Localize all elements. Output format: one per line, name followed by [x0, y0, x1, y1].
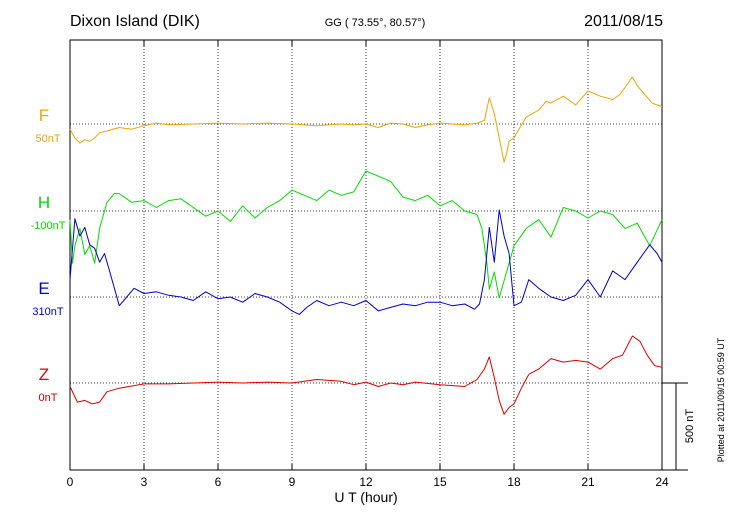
x-tick-label-18: 18 — [507, 475, 521, 489]
series-name-z: Z — [39, 365, 49, 384]
x-tick-label-9: 9 — [289, 475, 296, 489]
baseline-label-h: -100nT — [31, 220, 66, 232]
x-tick-label-6: 6 — [215, 475, 222, 489]
x-tick-label-0: 0 — [67, 475, 74, 489]
series-line-h — [69, 170, 663, 299]
series-name-e: E — [38, 279, 49, 298]
series-lines — [69, 76, 663, 415]
baseline-label-z: 0nT — [39, 392, 58, 404]
series-line-z — [69, 335, 663, 415]
scale-bar-label: 500 nT — [684, 409, 696, 444]
chart-title: Dixon Island (DIK) — [70, 13, 200, 30]
series-line-f — [69, 76, 663, 163]
series-name-h: H — [38, 193, 50, 212]
x-tick-label-24: 24 — [655, 475, 669, 489]
x-tick-label-15: 15 — [433, 475, 447, 489]
x-axis-label: U T (hour) — [334, 489, 397, 505]
x-axis-ticks: 0 3 6 9 12 15 18 21 24 — [67, 40, 669, 489]
scale-bar: 500 nT — [662, 382, 696, 471]
x-tick-label-3: 3 — [141, 475, 148, 489]
chart-subtitle: GG ( 73.55°, 80.57°) — [325, 17, 426, 29]
x-tick-label-12: 12 — [359, 475, 373, 489]
x-tick-label-21: 21 — [581, 475, 595, 489]
series-labels: F 50nT H -100nT E 310nT Z 0nT — [31, 106, 66, 404]
chart-date: 2011/08/15 — [584, 13, 663, 30]
series-name-f: F — [39, 106, 49, 125]
baseline-label-e: 310nT — [32, 306, 63, 318]
series-line-e — [69, 209, 663, 315]
plotted-note: Plotted at 2011/09/15 00:59 UT — [716, 337, 726, 462]
baseline-label-f: 50nT — [35, 133, 60, 145]
